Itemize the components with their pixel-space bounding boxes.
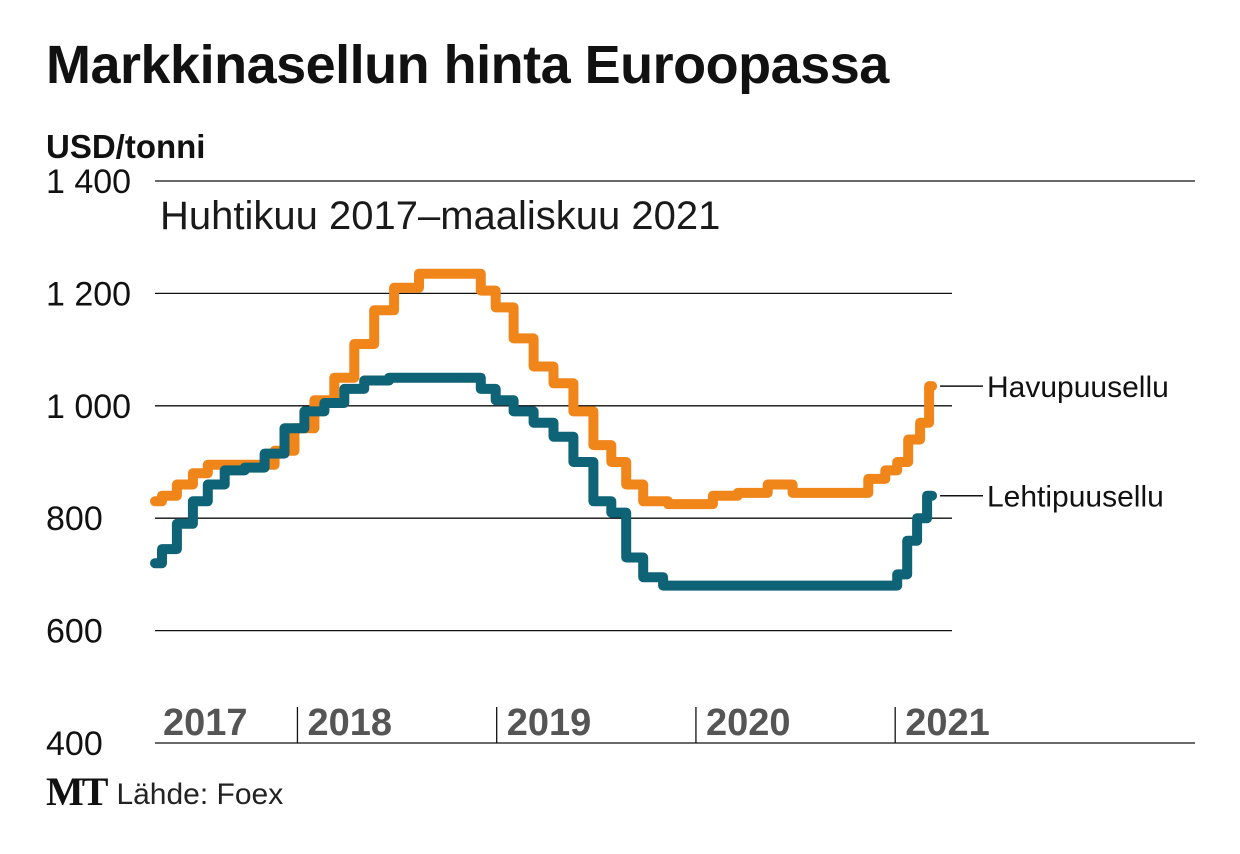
y-tick-labels: 400 600 800 1 000 1 200 1 400 — [46, 163, 131, 763]
y-axis-unit: USD/tonni — [46, 128, 206, 165]
x-year-label-2020: 2020 — [706, 702, 791, 744]
x-year-label-2018: 2018 — [307, 702, 392, 744]
series-label-lehtipuusellu: Lehtipuusellu — [987, 481, 1164, 514]
y-tick-label-400: 400 — [46, 725, 103, 763]
y-tick-label-1400: 1 400 — [46, 163, 131, 201]
series-label-havupuusellu: Havupuusellu — [987, 371, 1169, 404]
chart-title: Markkinasellun hinta Euroopassa — [46, 35, 889, 95]
y-tick-label-600: 600 — [46, 613, 103, 651]
footer: MT Lähde: Foex — [46, 772, 283, 812]
chart-subtitle: Huhtikuu 2017–maaliskuu 2021 — [160, 194, 721, 238]
x-year-label-2019: 2019 — [507, 702, 592, 744]
grid-lines — [155, 180, 1195, 744]
series-line-lehtipuusellu — [150, 372, 938, 591]
series-lines — [150, 268, 938, 591]
y-tick-label-1200: 1 200 — [46, 275, 131, 313]
series-labels: Havupuusellu Lehtipuusellu — [940, 371, 1169, 514]
x-year-labels: 2017 2018 2019 2020 2021 — [163, 702, 990, 744]
x-year-label-2021: 2021 — [905, 702, 990, 744]
y-tick-label-1000: 1 000 — [46, 388, 131, 426]
mt-logo: MT — [46, 769, 108, 814]
x-year-label-2017: 2017 — [163, 702, 248, 744]
source-note: Lähde: Foex — [116, 778, 284, 811]
series-line-havupuusellu — [150, 268, 938, 510]
y-tick-label-800: 800 — [46, 500, 103, 538]
